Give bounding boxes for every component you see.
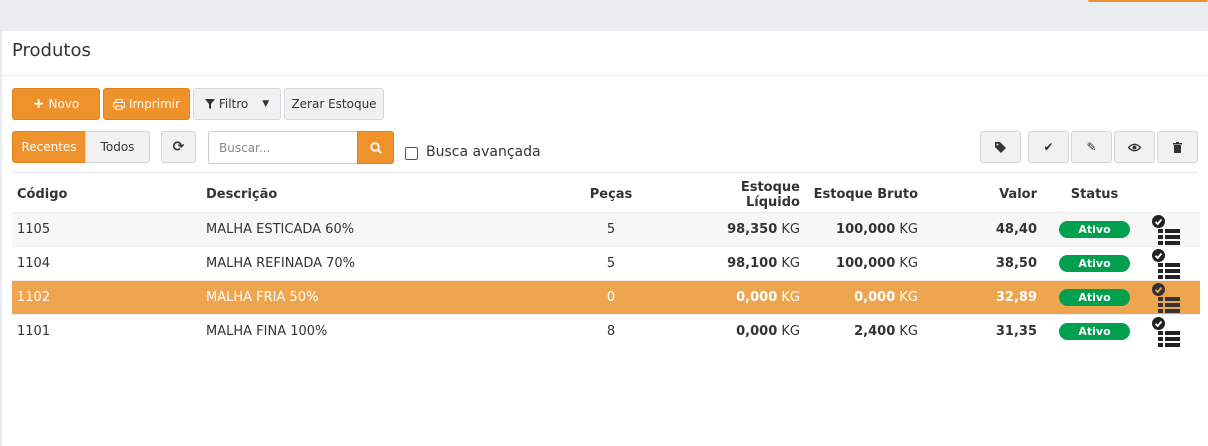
divider [2, 75, 1208, 76]
col-descricao[interactable]: Descrição [206, 187, 278, 203]
caret-down-icon: ▼ [262, 99, 270, 109]
eye-icon [1128, 143, 1141, 151]
col-estoque-liquido[interactable]: Estoque Líquido [740, 179, 800, 210]
tag-button[interactable] [980, 131, 1021, 163]
plus-icon: + [32, 96, 45, 112]
col-actions [1147, 178, 1200, 212]
delete-button[interactable] [1157, 131, 1198, 163]
cell-status: Ativo [1042, 313, 1147, 348]
edit-button[interactable]: ✎ [1071, 131, 1112, 163]
col-codigo[interactable]: Código [17, 187, 68, 203]
col-estoque-bruto[interactable]: Estoque Bruto [813, 187, 918, 203]
cell-estoque-bruto: 0,000 KG [805, 279, 923, 314]
tag-icon [995, 141, 1006, 153]
cell-estoque-bruto: 2,400 KG [805, 313, 923, 348]
check-circle-icon[interactable] [1152, 282, 1165, 296]
tab-todos[interactable]: Todos [85, 131, 150, 163]
cell-status: Ativo [1042, 211, 1147, 246]
view-button[interactable] [1114, 131, 1155, 163]
check-circle-icon[interactable] [1152, 248, 1165, 262]
cell-actions [1147, 313, 1200, 348]
cell-status: Ativo [1042, 245, 1147, 280]
products-table: Código Descrição Peças Estoque Líquido E… [12, 178, 1200, 348]
top-accent-bar [1088, 0, 1208, 2]
list-icon[interactable] [1158, 228, 1180, 245]
check-circle-icon[interactable] [1152, 316, 1165, 330]
cell-codigo: 1102 [12, 279, 201, 314]
list-icon[interactable] [1158, 262, 1180, 279]
products-panel: Produtos + Novo Imprimir Filtro ▼ Zerar Es… [2, 31, 1208, 446]
tab-recentes[interactable]: Recentes [12, 131, 86, 163]
table-row[interactable]: 1105 MALHA ESTICADA 60% 5 98,350 KG 100,… [12, 211, 1200, 246]
trash-icon [1173, 141, 1182, 153]
list-icon[interactable] [1158, 330, 1180, 347]
col-pecas[interactable]: Peças [589, 187, 633, 203]
reset-stock-button[interactable]: Zerar Estoque [284, 88, 384, 120]
status-badge: Ativo [1059, 288, 1130, 306]
filter-dropdown[interactable]: Filtro ▼ [193, 88, 281, 120]
cell-descricao: MALHA FINA 100% [201, 313, 541, 348]
cell-valor: 31,35 [923, 313, 1042, 348]
refresh-button[interactable]: ⟳ [161, 131, 196, 163]
list-icon[interactable] [1158, 296, 1180, 313]
new-button[interactable]: + Novo [12, 88, 100, 120]
status-badge: Ativo [1059, 322, 1130, 340]
search-input[interactable] [208, 131, 358, 164]
cell-pecas: 5 [541, 211, 681, 246]
check-icon: ✔ [1043, 140, 1054, 154]
status-badge: Ativo [1059, 220, 1130, 238]
cell-estoque-liquido: 98,350 KG [681, 211, 805, 246]
edit-icon: ✎ [1086, 140, 1097, 154]
advanced-search-checkbox[interactable] [405, 147, 418, 160]
cell-pecas: 8 [541, 313, 681, 348]
filter-icon [204, 99, 215, 109]
cell-valor: 32,89 [923, 279, 1042, 314]
check-circle-icon[interactable] [1152, 214, 1165, 228]
refresh-icon: ⟳ [172, 139, 185, 155]
cell-actions [1147, 211, 1200, 246]
cell-descricao: MALHA ESTICADA 60% [201, 211, 541, 246]
table-row[interactable]: 1101 MALHA FINA 100% 8 0,000 KG 2,400 KG… [12, 313, 1200, 348]
table-row[interactable]: 1102 MALHA FRIA 50% 0 0,000 KG 0,000 KG … [12, 279, 1200, 314]
table-header: Código Descrição Peças Estoque Líquido E… [12, 178, 1200, 212]
cell-valor: 38,50 [923, 245, 1042, 280]
search-icon [369, 141, 382, 154]
cell-descricao: MALHA REFINADA 70% [201, 245, 541, 280]
cell-status: Ativo [1042, 279, 1147, 314]
cell-pecas: 5 [541, 245, 681, 280]
cell-codigo: 1104 [12, 245, 201, 280]
cell-actions [1147, 245, 1200, 280]
cell-estoque-liquido: 98,100 KG [681, 245, 805, 280]
cell-codigo: 1105 [12, 211, 201, 246]
activate-button[interactable]: ✔ [1028, 131, 1069, 163]
cell-pecas: 0 [541, 279, 681, 314]
table-row[interactable]: 1104 MALHA REFINADA 70% 5 98,100 KG 100,… [12, 245, 1200, 280]
col-status[interactable]: Status [1070, 187, 1119, 203]
cell-estoque-liquido: 0,000 KG [681, 279, 805, 314]
cell-codigo: 1101 [12, 313, 201, 348]
print-button[interactable]: Imprimir [103, 88, 190, 120]
page-title: Produtos [12, 40, 91, 61]
cell-actions [1147, 279, 1200, 314]
cell-estoque-liquido: 0,000 KG [681, 313, 805, 348]
cell-estoque-bruto: 100,000 KG [805, 211, 923, 246]
divider [12, 172, 1198, 173]
cell-estoque-bruto: 100,000 KG [805, 245, 923, 280]
status-badge: Ativo [1059, 254, 1130, 272]
col-valor[interactable]: Valor [999, 187, 1037, 203]
search-button[interactable] [357, 131, 394, 164]
print-icon [112, 98, 125, 110]
cell-descricao: MALHA FRIA 50% [201, 279, 541, 314]
cell-valor: 48,40 [923, 211, 1042, 246]
advanced-search-label: Busca avançada [426, 144, 541, 160]
